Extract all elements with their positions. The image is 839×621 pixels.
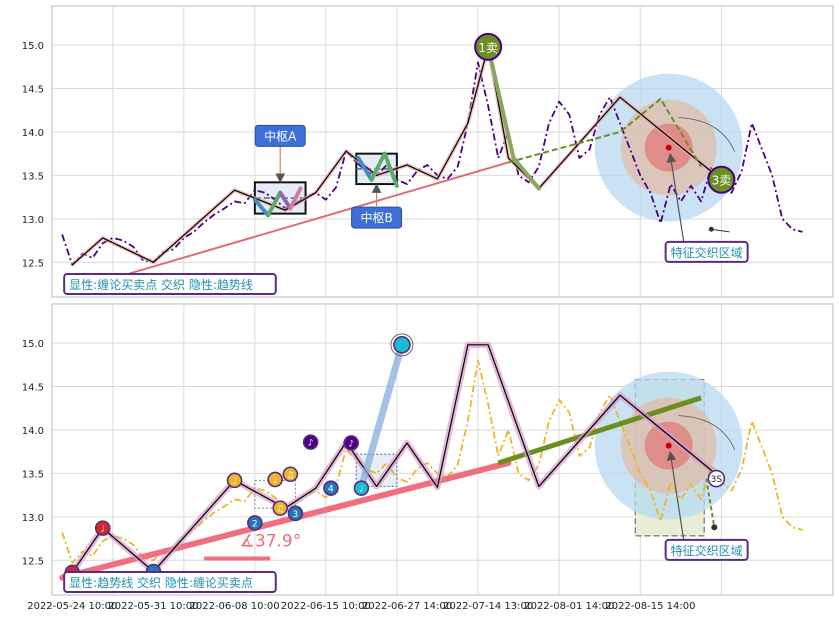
mode-legend-box: 显性:缠论买卖点 交织 隐性:趋势线 [63, 273, 277, 296]
y-tick-label: 13.5 [22, 171, 44, 182]
pivot-label: 中枢A [264, 128, 297, 143]
label-text: 显性:趋势线 交织 隐性:缠论买卖点 [69, 575, 253, 590]
y-tick-label: 14.5 [22, 383, 44, 394]
marker-dot [707, 469, 726, 488]
zone-arrow [666, 152, 685, 244]
marker-label: ♪ [308, 439, 314, 449]
marker-label: ♩ [101, 525, 105, 535]
zone-center-dot [665, 442, 672, 449]
marker-dot [247, 515, 263, 531]
pivot-label-box [351, 206, 403, 229]
pivot-label: 中枢B [360, 210, 392, 225]
series-price [61, 61, 803, 266]
pivot-stroke [356, 156, 374, 182]
x-tick-label: 2022-05-24 10:00 [27, 601, 117, 612]
x-tick-label: 2022-06-15 10:00 [281, 601, 371, 612]
label-text: 显性:缠论买卖点 交织 隐性:趋势线 [69, 277, 253, 292]
marker-label: ♪ [348, 439, 354, 449]
marker-label: ♩ [273, 476, 277, 486]
y-tick-label: 12.5 [22, 556, 44, 567]
label-frame [664, 240, 749, 263]
label-frame [664, 538, 749, 561]
marker-dot [474, 32, 503, 61]
marker-dot [393, 336, 411, 354]
pivot-stroke [369, 151, 387, 182]
angle-label: ∡37.9° [240, 531, 302, 551]
marker-dot [302, 434, 319, 450]
marker-dot [267, 471, 283, 488]
zone-arc [678, 117, 736, 152]
series-trend [102, 161, 509, 283]
y-tick-label: 14.0 [22, 128, 44, 139]
end-dot [711, 524, 718, 531]
top-plot-area: 1卖 3卖 [61, 32, 803, 283]
y-tick-label: 14.0 [22, 426, 44, 437]
y-tick-label: 14.5 [22, 85, 44, 96]
marker-label: ♫ [276, 505, 284, 515]
bottom-panel: 15.0 14.5 14.0 13.5 13.0 12.5 ♩ ♩ 2 ♩ ♫ ♫ 3 ♪ 4 ♪ ♩ 3S ∡37… [22, 303, 834, 612]
x-tick-label: 2022-06-27 14:00 [362, 601, 452, 612]
marker-label: ♩ [232, 477, 236, 487]
marker-dot [272, 500, 289, 516]
end-dot [708, 226, 714, 232]
feature-zone-label: 特征交织区域 [664, 240, 749, 263]
series-price [61, 359, 803, 564]
zone-arrow [666, 450, 685, 542]
pivot-stroke [486, 44, 516, 161]
x-tick-label: 2022-06-08 10:00 [190, 601, 280, 612]
marker-label: 2 [252, 519, 258, 529]
pivot-stroke [511, 156, 541, 191]
marker-dot [94, 520, 111, 536]
x-tick-label: 2022-07-14 13:00 [443, 601, 533, 612]
marker-label: ♫ [286, 471, 294, 481]
label-text: 特征交织区域 [671, 543, 743, 558]
zone-arc [678, 415, 736, 450]
y-tick-label: 13.0 [22, 513, 44, 524]
marker-dot [707, 165, 736, 194]
series-trend-strong [497, 395, 702, 466]
marker-dot [353, 480, 370, 496]
pivot-stroke [278, 190, 293, 211]
mode-legend-box: 显性:趋势线 交织 隐性:缠论买卖点 [63, 571, 277, 594]
strong-up-stroke [357, 343, 406, 489]
marker-label: 4 [328, 485, 334, 495]
marker-ring [390, 333, 414, 357]
marker-label: 3S [711, 475, 723, 485]
x-tick-label: 2022-08-01 14:00 [524, 601, 614, 612]
marker-dot [343, 435, 360, 451]
label-frame [63, 571, 277, 594]
y-tick-label: 13.0 [22, 215, 44, 226]
marker-dot [323, 480, 339, 496]
signal-path [705, 478, 716, 528]
marker-label: 1卖 [478, 41, 498, 55]
y-tick-label: 15.0 [22, 41, 44, 52]
pivot-stroke [252, 197, 271, 218]
marker-dot [226, 472, 243, 489]
marker-label: 3卖 [712, 174, 732, 188]
marker-dot [287, 505, 304, 522]
series-signal-path [508, 97, 703, 168]
y-tick-label: 13.5 [22, 469, 44, 480]
top-panel: 15.0 14.5 14.0 13.5 13.0 12.5 1卖 3卖特征交织区域显性:缠论买… [22, 5, 834, 298]
y-tick-label: 15.0 [22, 339, 44, 350]
y-tick-label: 12.5 [22, 258, 44, 269]
label-text: 特征交织区域 [671, 245, 743, 260]
pivot-stroke [382, 151, 399, 188]
feature-zone-label: 特征交织区域 [664, 538, 749, 561]
pivot-stroke [288, 186, 303, 211]
marker-label: ♩ [359, 485, 363, 495]
marker-dot [282, 466, 299, 483]
zone-center-dot [665, 144, 672, 151]
x-tick-label: 2022-08-15 14:00 [605, 601, 695, 612]
series-zigzag [71, 344, 722, 573]
marker-label: 3 [293, 510, 299, 520]
bottom-plot-area: ♩ ♩ 2 ♩ ♫ ♫ 3 ♪ 4 ♪ ♩ 3S ∡37.9° [59, 333, 803, 581]
pivot-stroke [266, 190, 283, 218]
label-frame [63, 273, 277, 296]
x-tick-label: 2022-05-31 10:00 [108, 601, 198, 612]
end-tail [711, 228, 730, 233]
pivot-label-box [254, 124, 306, 147]
